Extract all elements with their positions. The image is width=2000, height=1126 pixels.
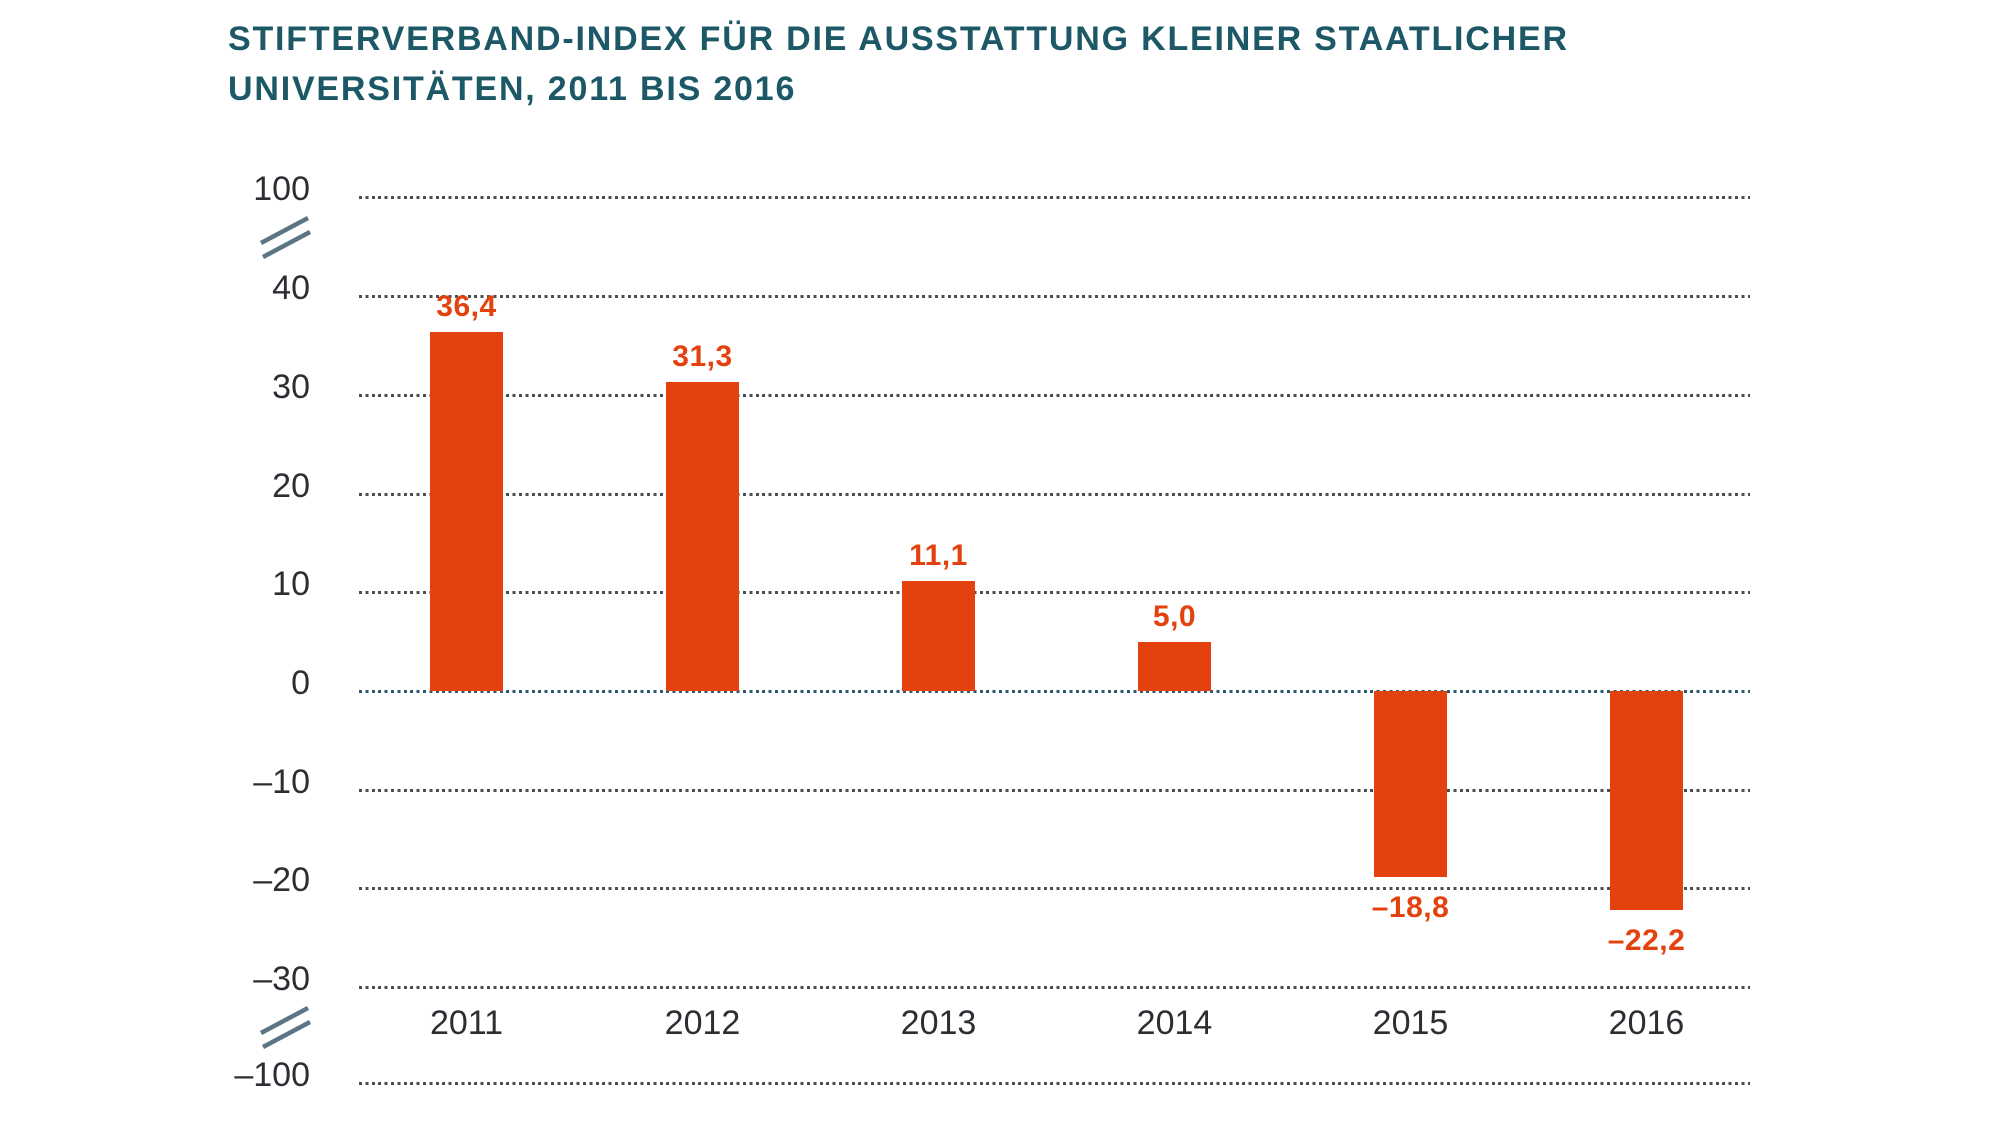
bar (1138, 641, 1211, 691)
y-tick-label: –30 (253, 960, 310, 999)
y-tick-label: 100 (253, 170, 310, 208)
bar-value-label: 36,4 (436, 289, 497, 323)
x-tick-label: 2013 (900, 1004, 977, 1042)
bar (666, 382, 739, 691)
y-tick-label: –100 (234, 1056, 310, 1094)
bar (1610, 691, 1683, 911)
y-tick-label: 10 (272, 565, 310, 604)
y-tick-label: –10 (253, 762, 310, 801)
gridline (359, 788, 1750, 792)
gridline (359, 591, 1750, 595)
y-tick-label: 0 (291, 664, 310, 702)
y-tick-label: 30 (272, 367, 310, 406)
bar (1374, 691, 1447, 877)
bar-value-label: 5,0 (1152, 599, 1197, 633)
gridline (359, 1082, 1750, 1085)
x-tick-label: 2015 (1372, 1004, 1449, 1042)
gridline (359, 492, 1750, 496)
y-tick-label: –20 (253, 861, 310, 900)
y-tick-label: 20 (272, 466, 310, 505)
x-tick-label: 2012 (664, 1004, 741, 1042)
bar (430, 331, 503, 691)
chart-title-line1: STIFTERVERBAND-INDEX FÜR DIE AUSSTATTUNG… (228, 20, 1569, 58)
gridline (359, 986, 1750, 990)
bar (902, 581, 975, 691)
x-tick-label: 2011 (429, 1004, 504, 1042)
x-tick-label: 2014 (1136, 1004, 1213, 1042)
gridline (359, 887, 1750, 891)
bar-value-label: –18,8 (1371, 890, 1450, 924)
gridline (359, 196, 1750, 199)
y-tick-label: 40 (272, 269, 310, 308)
gridline (359, 295, 1750, 299)
bar-value-label: 11,1 (909, 539, 968, 573)
gridline (359, 393, 1750, 397)
chart-title-line2: UNIVERSITÄTEN, 2011 BIS 2016 (228, 70, 797, 108)
x-tick-label: 2016 (1608, 1004, 1685, 1042)
bar-value-label: –22,2 (1607, 924, 1686, 958)
zero-gridline (359, 690, 1750, 693)
axis-break-icon (258, 212, 312, 260)
axis-break-icon (258, 1002, 312, 1050)
bar-value-label: 31,3 (672, 340, 733, 374)
chart-title: STIFTERVERBAND-INDEX FÜR DIE AUSSTATTUNG… (228, 14, 1569, 114)
